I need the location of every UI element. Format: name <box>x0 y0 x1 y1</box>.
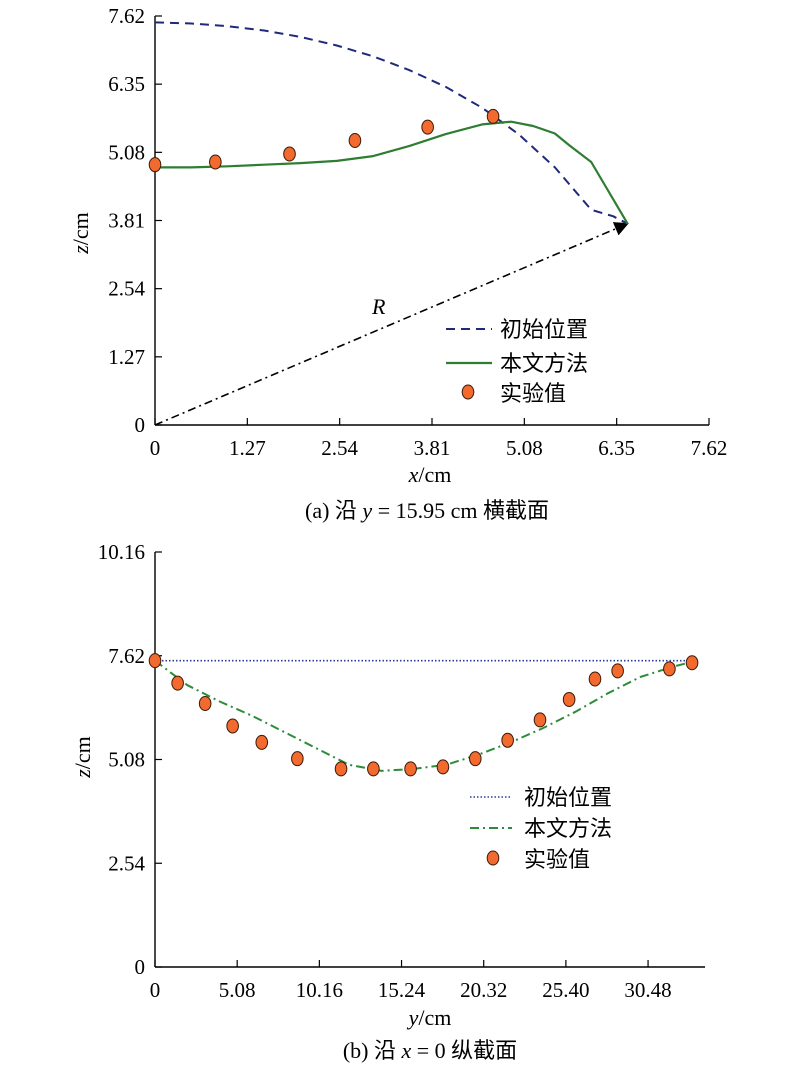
chart-b-data-point <box>436 759 450 775</box>
chart-b-x-tick-label: 20.32 <box>460 978 507 1002</box>
chart-b-data-point <box>533 712 547 728</box>
chart-b-data-point <box>367 761 380 777</box>
chart-b-x-tick-label: 0 <box>150 978 161 1002</box>
chart-a-x-tick-label: 0 <box>150 436 161 460</box>
chart-b-legend: 初始位置 本文方法 实验值 <box>470 786 612 873</box>
chart-b-data-point <box>663 661 676 677</box>
chart-a-y-tick-label: 1.27 <box>108 345 145 369</box>
chart-a-x-tick-label: 6.35 <box>598 436 635 460</box>
chart-a-y-axis-label: z/cm <box>68 212 93 255</box>
chart-a-caption: (a) 沿 y = 15.95 cm 横截面 <box>305 498 549 523</box>
chart-a-legend-label-initial: 初始位置 <box>500 318 588 343</box>
chart-b-data-point <box>226 718 239 734</box>
chart-a-data-point <box>348 133 362 149</box>
chart-a-data-point <box>421 119 434 135</box>
chart-b-x-tick-label: 10.16 <box>296 978 343 1002</box>
chart-a-y-ticks: 0 1.27 2.54 3.81 5.08 6.35 7.62 <box>108 4 162 437</box>
chart-b-x-tick-label: 15.24 <box>378 978 426 1002</box>
chart-b-caption: (b) 沿 x = 0 纵截面 <box>343 1038 517 1063</box>
chart-a-x-tick-label: 1.27 <box>229 436 266 460</box>
chart-a-y-tick-label: 6.35 <box>108 72 145 96</box>
chart-b-data-point <box>291 751 304 767</box>
chart-a-y-tick-label: 0 <box>135 413 146 437</box>
chart-b-markers <box>148 653 699 777</box>
chart-b-data-point <box>562 691 576 707</box>
chart-b: 0 2.54 5.08 7.62 10.16 0 5.08 10.16 15.24 20.32 2… <box>70 540 705 1063</box>
chart-a-legend: 初始位置 本文方法 实验值 <box>446 318 588 407</box>
chart-b-legend-marker-experimental <box>486 850 500 866</box>
chart-b-data-point <box>334 761 348 777</box>
chart-a-x-tick-label: 3.81 <box>414 436 451 460</box>
chart-a-x-tick-label: 2.54 <box>321 436 358 460</box>
chart-a-x-ticks: 0 1.27 2.54 3.81 5.08 6.35 7.62 <box>150 418 728 460</box>
chart-a-data-point <box>283 146 296 162</box>
chart-b-data-point <box>171 675 184 691</box>
chart-a-legend-label-method: 本文方法 <box>500 352 588 377</box>
chart-b-data-point <box>148 653 162 669</box>
chart-a-x-tick-label: 5.08 <box>506 436 543 460</box>
chart-b-x-axis-label: y/cm <box>407 1005 452 1030</box>
chart-a-data-point <box>209 154 222 170</box>
chart-b-x-tick-label: 30.48 <box>624 978 671 1002</box>
chart-a-data-point <box>486 108 500 124</box>
chart-b-data-point <box>501 732 514 748</box>
chart-b-data-point <box>588 671 602 687</box>
chart-b-x-tick-label: 5.08 <box>219 978 256 1002</box>
chart-b-y-tick-label: 7.62 <box>108 644 145 668</box>
chart-b-legend-label-method: 本文方法 <box>524 817 612 842</box>
chart-a: 0 1.27 2.54 3.81 5.08 6.35 7.62 0 1.27 2.54 3.81 5… <box>68 4 727 523</box>
chart-b-data-point <box>468 751 482 767</box>
chart-b-legend-label-experimental: 实验值 <box>524 848 590 873</box>
chart-b-data-point <box>611 663 624 679</box>
chart-a-legend-label-experimental: 实验值 <box>500 382 566 407</box>
chart-b-y-ticks: 0 2.54 5.08 7.62 10.16 <box>98 540 162 979</box>
chart-a-x-tick-label: 7.62 <box>691 436 728 460</box>
chart-b-y-axis-label: z/cm <box>70 736 95 779</box>
chart-a-series-line-dashed <box>154 21 629 225</box>
chart-a-radius-vector <box>154 222 629 426</box>
chart-b-legend-label-initial: 初始位置 <box>524 786 612 811</box>
chart-b-x-tick-label: 25.40 <box>542 978 589 1002</box>
chart-a-series <box>154 21 629 426</box>
chart-a-series-line-solid <box>155 120 629 225</box>
chart-a-legend-marker-experimental <box>461 384 475 400</box>
chart-b-y-tick-label: 10.16 <box>98 540 145 564</box>
chart-a-y-tick-label: 3.81 <box>108 209 145 233</box>
chart-b-x-ticks: 0 5.08 10.16 15.24 20.32 25.40 30.48 <box>150 960 672 1002</box>
chart-a-annotation-r: R <box>371 294 386 319</box>
chart-b-data-point <box>685 655 699 671</box>
chart-a-y-tick-label: 7.62 <box>108 4 145 28</box>
chart-b-data-point <box>404 761 417 777</box>
chart-a-y-tick-label: 5.08 <box>108 140 145 164</box>
chart-a-markers <box>148 108 500 173</box>
chart-b-series <box>154 659 691 772</box>
chart-b-y-tick-label: 2.54 <box>108 851 145 875</box>
chart-b-data-point <box>255 734 269 750</box>
chart-b-y-tick-label: 0 <box>135 955 146 979</box>
chart-a-y-tick-label: 2.54 <box>108 277 145 301</box>
chart-a-data-point <box>148 157 162 173</box>
chart-b-data-point <box>198 696 212 712</box>
chart-b-y-tick-label: 5.08 <box>108 748 145 772</box>
chart-b-series-line-dashdot <box>154 659 690 772</box>
chart-a-x-axis-label: x/cm <box>408 462 452 487</box>
chart-b-axes <box>154 552 705 968</box>
